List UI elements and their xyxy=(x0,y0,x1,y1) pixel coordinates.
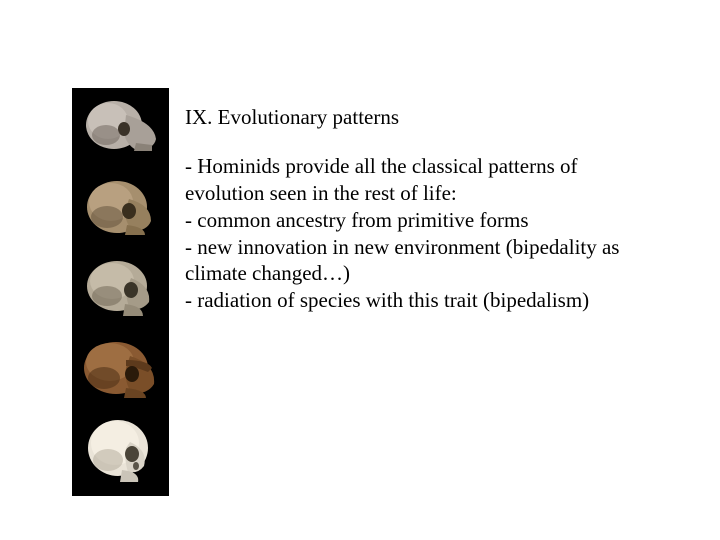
skull-icon xyxy=(77,256,165,328)
slide: IX. Evolutionary patterns - Hominids pro… xyxy=(0,0,720,540)
bullet-3-line-2: climate changed…) xyxy=(185,260,695,287)
skull-2-hominid xyxy=(72,173,169,249)
skull-icon xyxy=(76,336,166,410)
skull-image-column xyxy=(72,88,169,496)
text-content: IX. Evolutionary patterns - Hominids pro… xyxy=(185,104,695,314)
skull-icon xyxy=(78,416,164,492)
skull-1-ape xyxy=(72,92,169,168)
body-text: - Hominids provide all the classical pat… xyxy=(185,153,695,314)
section-title: IX. Evolutionary patterns xyxy=(185,104,695,131)
skull-icon xyxy=(77,175,165,247)
skull-4-erectus xyxy=(72,335,169,411)
bullet-1-line-2: evolution seen in the rest of life: xyxy=(185,180,695,207)
skull-3-hominid xyxy=(72,254,169,330)
bullet-2: - common ancestry from primitive forms xyxy=(185,207,695,234)
skull-icon xyxy=(76,95,166,165)
bullet-3-line-1: - new innovation in new environment (bip… xyxy=(185,234,695,261)
bullet-1-line-1: - Hominids provide all the classical pat… xyxy=(185,153,695,180)
bullet-4: - radiation of species with this trait (… xyxy=(185,287,695,314)
skull-5-modern xyxy=(72,416,169,492)
